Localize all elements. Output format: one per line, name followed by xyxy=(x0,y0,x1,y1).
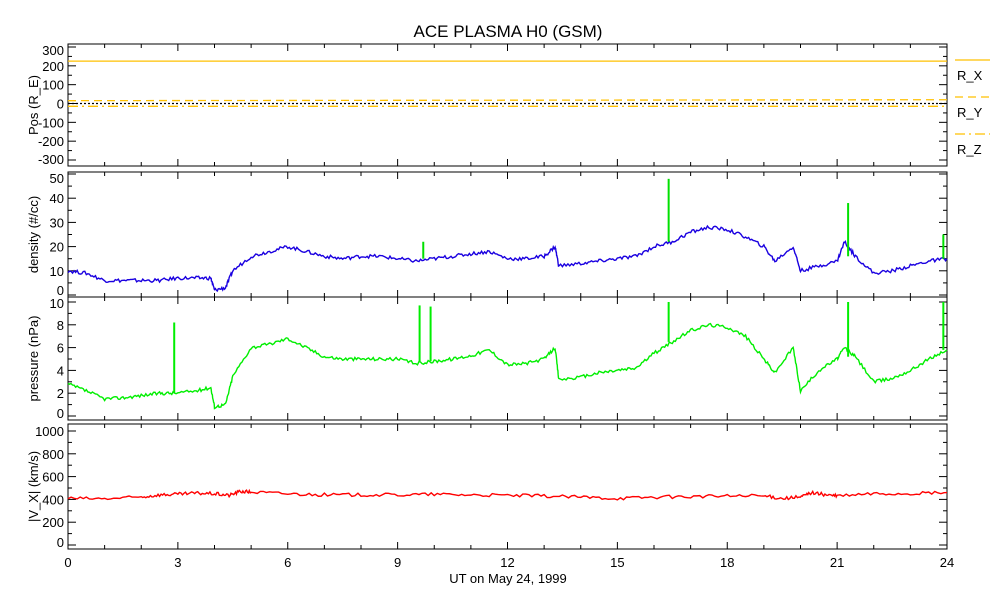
chart-title: ACE PLASMA H0 (GSM) xyxy=(414,22,603,41)
legend-label: R_Y xyxy=(957,105,983,120)
y-tick-label: 0 xyxy=(57,97,64,112)
plot-frame xyxy=(67,43,948,167)
panel-1: 0 10 20 30 40 50 xyxy=(50,171,948,298)
y-tick-label: 20 xyxy=(50,240,64,255)
y-tick-label: 600 xyxy=(42,470,64,485)
y-tick-label: 400 xyxy=(42,492,64,507)
legend-label: R_Z xyxy=(957,142,982,157)
y-axis-label-density: density (#/cc) xyxy=(26,196,41,273)
x-tick-label: 18 xyxy=(720,555,734,570)
y-tick-label: -300 xyxy=(38,152,64,167)
panel-3: 0 200 400 600 800 1000 xyxy=(35,423,948,550)
y-tick-label: 0 xyxy=(57,535,64,550)
y-tick-label: 10 xyxy=(50,296,64,311)
y-tick-label: -200 xyxy=(38,134,64,149)
y-tick-label: 40 xyxy=(50,191,64,206)
x-axis-label: UT on May 24, 1999 xyxy=(449,571,567,586)
x-tick-label: 21 xyxy=(830,555,844,570)
panel-2: 0 2 4 6 8 10 xyxy=(50,296,948,421)
plot-frame xyxy=(67,423,948,550)
y-axis-label-position: Pos (R_E) xyxy=(26,75,41,135)
series-line-ry xyxy=(67,99,948,102)
x-tick-label: 24 xyxy=(940,555,954,570)
data-series-line xyxy=(67,322,948,410)
x-tick-label: 15 xyxy=(610,555,624,570)
data-series-line xyxy=(67,488,948,501)
x-tick-label: 3 xyxy=(174,555,181,570)
x-tick-label: 6 xyxy=(284,555,291,570)
y-tick-label: 2 xyxy=(57,386,64,401)
y-tick-label: 6 xyxy=(57,341,64,356)
y-axis-label-velocity: |V_X| (km/s) xyxy=(26,451,41,522)
y-tick-label: 300 xyxy=(42,43,64,58)
y-tick-label: 200 xyxy=(42,515,64,530)
x-tick-label: 9 xyxy=(394,555,401,570)
x-tick-label: 12 xyxy=(500,555,514,570)
y-tick-label: 30 xyxy=(50,215,64,230)
y-tick-label: 0 xyxy=(57,283,64,298)
y-tick-label: 800 xyxy=(42,447,64,462)
y-tick-label: 0 xyxy=(57,406,64,421)
y-tick-label: 200 xyxy=(42,59,64,74)
y-tick-label: 10 xyxy=(50,264,64,279)
data-series-line xyxy=(67,224,948,293)
y-tick-label: 1000 xyxy=(35,424,64,439)
plot-frame xyxy=(67,296,948,421)
legend-label: R_X xyxy=(957,68,983,83)
x-tick-label: 0 xyxy=(64,555,71,570)
y-tick-label: 8 xyxy=(57,318,64,333)
y-tick-label: 100 xyxy=(42,78,64,93)
y-axis-label-pressure: pressure (nPa) xyxy=(26,316,41,402)
y-tick-label: -100 xyxy=(38,115,64,130)
y-tick-label: 4 xyxy=(57,363,64,378)
y-tick-label: 50 xyxy=(50,171,64,186)
